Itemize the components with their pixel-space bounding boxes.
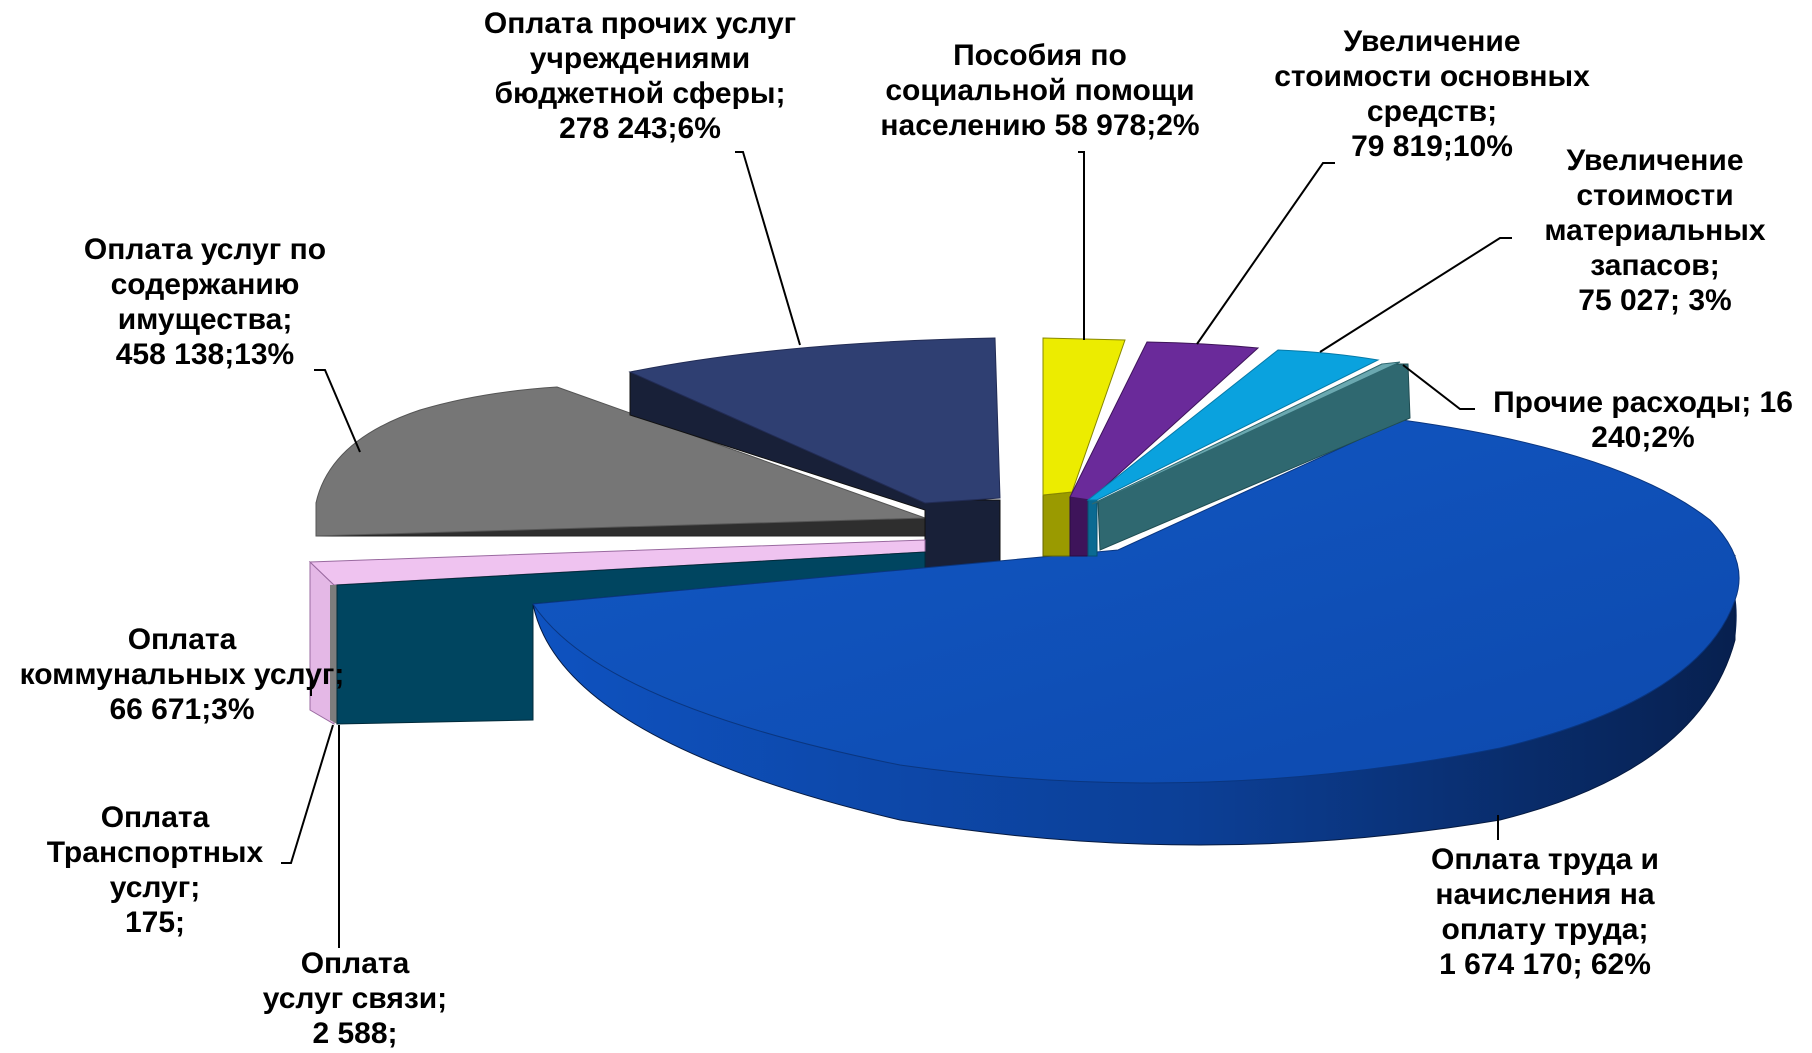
slice-other-expenses-top	[1091, 361, 1401, 505]
leader-lines	[281, 151, 1512, 948]
label-social-line2: социальной помощи	[885, 74, 1195, 107]
label-other-expenses-line1: Прочие расходы; 16	[1493, 386, 1793, 419]
label-material-line3: материальных	[1544, 214, 1766, 247]
label-other-services: Оплата прочих услуг учреждениями бюджетн…	[450, 6, 830, 146]
label-transport-line4: 175;	[124, 906, 186, 939]
label-salary-line3: оплату труда;	[1441, 913, 1649, 946]
label-social-benefits: Пособия по социальной помощи населению 5…	[860, 38, 1220, 143]
label-fixed-assets-line1: Увеличение	[1343, 25, 1521, 58]
label-utilities-line2: коммунальных услуг;	[19, 658, 345, 691]
leader-line-other-expenses	[1402, 364, 1475, 410]
slice-material-stocks-side	[1087, 499, 1098, 557]
label-property-line4: 458 138;13%	[115, 338, 295, 371]
label-other-services-line4: 278 243;6%	[559, 112, 721, 145]
slice-social-benefits-side	[1042, 491, 1073, 557]
leader-line-fixed-assets	[1196, 162, 1335, 345]
label-transport-line2: Транспортных	[46, 836, 264, 869]
label-other-services-line2: учреждениями	[529, 42, 751, 75]
label-salary-line1: Оплата труда и	[1431, 843, 1659, 876]
label-fixed-assets: Увеличение стоимости основных средств; 7…	[1262, 24, 1602, 164]
label-property-line2: содержанию	[110, 268, 300, 301]
label-property-line1: Оплата услуг по	[83, 233, 327, 266]
label-communications-line2: услуг связи;	[262, 982, 448, 1015]
label-other-expenses: Прочие расходы; 16 240;2%	[1478, 385, 1808, 455]
slice-other-services-top	[628, 337, 1001, 504]
leader-line-material	[1319, 237, 1512, 353]
label-material-line4: запасов;	[1590, 249, 1720, 282]
label-transport: Оплата Транспортных услуг; 175;	[30, 800, 280, 940]
slice-property-maintenance	[315, 386, 926, 537]
leader-line-transport	[281, 724, 334, 864]
label-transport-line1: Оплата	[100, 801, 210, 834]
label-other-services-line3: бюджетной сферы;	[494, 77, 786, 110]
label-material-line1: Увеличение	[1566, 144, 1744, 177]
slice-material-stocks	[1086, 349, 1380, 557]
label-material-line5: 75 027; 3%	[1578, 284, 1732, 317]
label-material-line2: стоимости	[1576, 179, 1734, 212]
label-communications-line1: Оплата	[300, 947, 410, 980]
slice-other-expenses	[1091, 361, 1411, 551]
slice-communications	[330, 585, 337, 724]
label-utilities: Оплата коммунальных услуг; 66 671;3%	[2, 622, 362, 727]
slice-other-services	[628, 337, 1001, 569]
label-utilities-line1: Оплата	[127, 623, 237, 656]
label-property-line3: имущества;	[117, 303, 293, 336]
label-communications-line3: 2 588;	[312, 1017, 398, 1050]
slice-property-maintenance-top	[315, 386, 926, 537]
label-property-maintenance: Оплата услуг по содержанию имущества; 45…	[60, 232, 350, 372]
label-social-line1: Пособия по	[953, 39, 1127, 72]
slice-salary	[532, 419, 1740, 846]
leader-line-other-services	[735, 151, 801, 346]
label-utilities-line3: 66 671;3%	[109, 693, 255, 726]
slice-material-stocks-top	[1086, 349, 1380, 501]
label-fixed-assets-line2: стоимости основных	[1274, 60, 1590, 93]
label-social-line3: населению 58 978;2%	[880, 109, 1200, 142]
label-other-expenses-line2: 240;2%	[1591, 421, 1695, 454]
label-other-services-line1: Оплата прочих услуг	[483, 7, 797, 40]
label-salary: Оплата труда и начисления на оплату труд…	[1395, 842, 1695, 982]
label-transport-line3: услуг;	[109, 871, 201, 904]
label-fixed-assets-line3: средств;	[1366, 95, 1498, 128]
label-communications: Оплата услуг связи; 2 588;	[230, 946, 480, 1051]
slice-fixed-assets-side	[1069, 496, 1091, 557]
slice-salary-top	[532, 419, 1740, 784]
label-salary-line4: 1 674 170; 62%	[1439, 948, 1651, 981]
label-material-stocks: Увеличение стоимости материальных запасо…	[1520, 143, 1790, 318]
slice-fixed-assets-top	[1069, 341, 1260, 501]
label-fixed-assets-line4: 79 819;10%	[1351, 130, 1513, 163]
leader-line-property	[314, 369, 361, 453]
leader-line-social	[1078, 151, 1085, 340]
label-salary-line2: начисления на	[1435, 878, 1655, 911]
